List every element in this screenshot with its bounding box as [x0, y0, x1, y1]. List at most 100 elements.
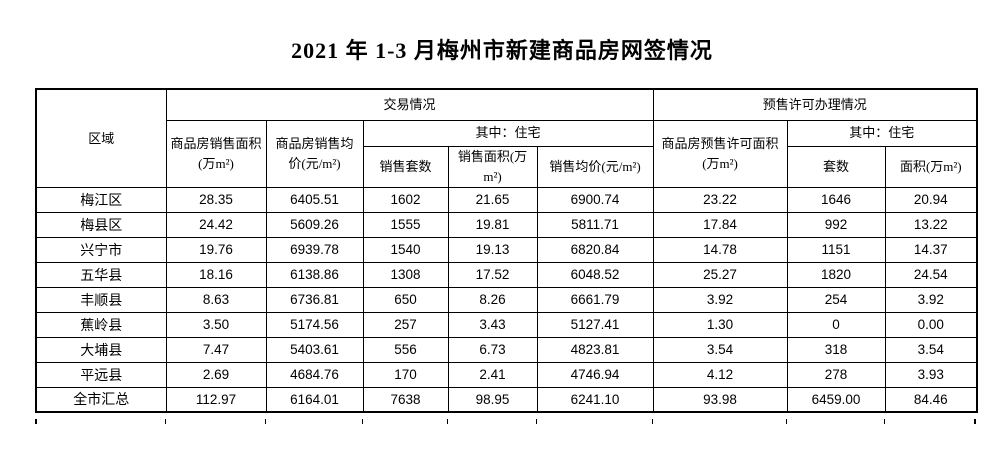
cell-presale-area: 4.12 [652, 361, 788, 388]
cell-region: 平远县 [35, 361, 167, 388]
cell-presale-units: 1151 [786, 236, 886, 263]
cell-presale-res-area: 13.22 [884, 211, 978, 238]
cell-presale-area: 14.78 [652, 236, 788, 263]
cell-sales-area: 24.42 [165, 211, 267, 238]
col-header-presale-area: 商品房预售许可面积(万m²) [652, 119, 788, 188]
cell-res-area: 6.73 [447, 336, 538, 363]
cell-presale-area: 3.92 [652, 286, 788, 313]
cell-presale-area: 17.84 [652, 211, 788, 238]
table-row-total: 全市汇总 112.97 6164.01 7638 98.95 6241.10 9… [35, 386, 978, 413]
col-header-presale-units: 套数 [786, 145, 886, 188]
cell-res-area: 21.65 [447, 186, 538, 213]
cell-res-area: 98.95 [447, 386, 538, 413]
cell-region: 丰顺县 [35, 286, 167, 313]
cell-res-price: 5811.71 [536, 211, 654, 238]
cell-units: 1602 [362, 186, 449, 213]
cell-presale-area: 25.27 [652, 261, 788, 288]
cell-units: 170 [362, 361, 449, 388]
table-row: 大埔县 7.47 5403.61 556 6.73 4823.81 3.54 3… [35, 336, 978, 363]
crop-border-line [786, 419, 787, 424]
cell-presale-res-area: 14.37 [884, 236, 978, 263]
cell-res-area: 8.26 [447, 286, 538, 313]
table-row: 兴宁市 19.76 6939.78 1540 19.13 6820.84 14.… [35, 236, 978, 263]
cell-avg-price: 5609.26 [265, 211, 364, 238]
cell-res-price: 6241.10 [536, 386, 654, 413]
table-row: 梅县区 24.42 5609.26 1555 19.81 5811.71 17.… [35, 211, 978, 238]
table-row: 平远县 2.69 4684.76 170 2.41 4746.94 4.12 2… [35, 361, 978, 388]
crop-border-line [265, 419, 266, 424]
col-group-transaction: 交易情况 [165, 88, 654, 121]
cell-units: 257 [362, 311, 449, 338]
crop-border-line [447, 419, 448, 424]
cell-sales-area: 19.76 [165, 236, 267, 263]
cell-region: 梅县区 [35, 211, 167, 238]
cell-region: 大埔县 [35, 336, 167, 363]
col-header-presale-res-area: 面积(万m²) [884, 145, 978, 188]
cell-sales-area: 2.69 [165, 361, 267, 388]
cell-avg-price: 6736.81 [265, 286, 364, 313]
cell-units: 1540 [362, 236, 449, 263]
cell-avg-price: 5174.56 [265, 311, 364, 338]
cell-avg-price: 4684.76 [265, 361, 364, 388]
col-subgroup-presale-residential: 其中：住宅 [786, 119, 978, 147]
cell-units: 1555 [362, 211, 449, 238]
cell-presale-res-area: 0.00 [884, 311, 978, 338]
col-header-res-sales-area: 销售面积(万m²) [447, 145, 538, 188]
cell-presale-units: 254 [786, 286, 886, 313]
cell-sales-area: 3.50 [165, 311, 267, 338]
cell-avg-price: 5403.61 [265, 336, 364, 363]
cell-presale-units: 0 [786, 311, 886, 338]
cell-presale-units: 992 [786, 211, 886, 238]
crop-border-line [536, 419, 537, 424]
cell-avg-price: 6405.51 [265, 186, 364, 213]
cell-presale-units: 6459.00 [786, 386, 886, 413]
cell-units: 650 [362, 286, 449, 313]
cell-res-area: 19.81 [447, 211, 538, 238]
cell-units: 1308 [362, 261, 449, 288]
cell-presale-units: 318 [786, 336, 886, 363]
cell-presale-res-area: 84.46 [884, 386, 978, 413]
cell-presale-res-area: 24.54 [884, 261, 978, 288]
crop-border-line [884, 419, 885, 424]
cell-avg-price: 6138.86 [265, 261, 364, 288]
cell-region: 五华县 [35, 261, 167, 288]
cell-res-price: 5127.41 [536, 311, 654, 338]
cell-presale-res-area: 20.94 [884, 186, 978, 213]
col-header-region: 区域 [35, 88, 167, 188]
table-row: 蕉岭县 3.50 5174.56 257 3.43 5127.41 1.30 0… [35, 311, 978, 338]
cell-region: 蕉岭县 [35, 311, 167, 338]
cell-sales-area: 8.63 [165, 286, 267, 313]
cell-sales-area: 7.47 [165, 336, 267, 363]
cell-units: 7638 [362, 386, 449, 413]
cell-res-price: 6820.84 [536, 236, 654, 263]
cell-presale-area: 3.54 [652, 336, 788, 363]
cell-res-price: 4823.81 [536, 336, 654, 363]
cell-res-area: 19.13 [447, 236, 538, 263]
crop-border-line [974, 419, 976, 424]
cell-presale-res-area: 3.92 [884, 286, 978, 313]
table-row: 五华县 18.16 6138.86 1308 17.52 6048.52 25.… [35, 261, 978, 288]
col-header-sales-area: 商品房销售面积(万m²) [165, 119, 267, 188]
table-row: 丰顺县 8.63 6736.81 650 8.26 6661.79 3.92 2… [35, 286, 978, 313]
col-subgroup-residential: 其中：住宅 [362, 119, 654, 147]
col-group-presale: 预售许可办理情况 [652, 88, 978, 121]
crop-border-line [35, 419, 37, 424]
cell-presale-units: 1820 [786, 261, 886, 288]
cell-region: 全市汇总 [35, 386, 167, 413]
table-row: 梅江区 28.35 6405.51 1602 21.65 6900.74 23.… [35, 186, 978, 213]
cell-res-price: 6048.52 [536, 261, 654, 288]
crop-border-line [362, 419, 363, 424]
cell-sales-area: 18.16 [165, 261, 267, 288]
cell-presale-area: 93.98 [652, 386, 788, 413]
cell-res-area: 2.41 [447, 361, 538, 388]
cell-presale-area: 1.30 [652, 311, 788, 338]
cell-region: 梅江区 [35, 186, 167, 213]
col-header-units-sold: 销售套数 [362, 145, 449, 188]
cell-presale-res-area: 3.54 [884, 336, 978, 363]
cell-avg-price: 6164.01 [265, 386, 364, 413]
cropped-row-borders [35, 419, 976, 424]
cell-sales-area: 112.97 [165, 386, 267, 413]
page-title: 2021 年 1-3 月梅州市新建商品房网签情况 [291, 38, 713, 63]
cell-res-area: 17.52 [447, 261, 538, 288]
